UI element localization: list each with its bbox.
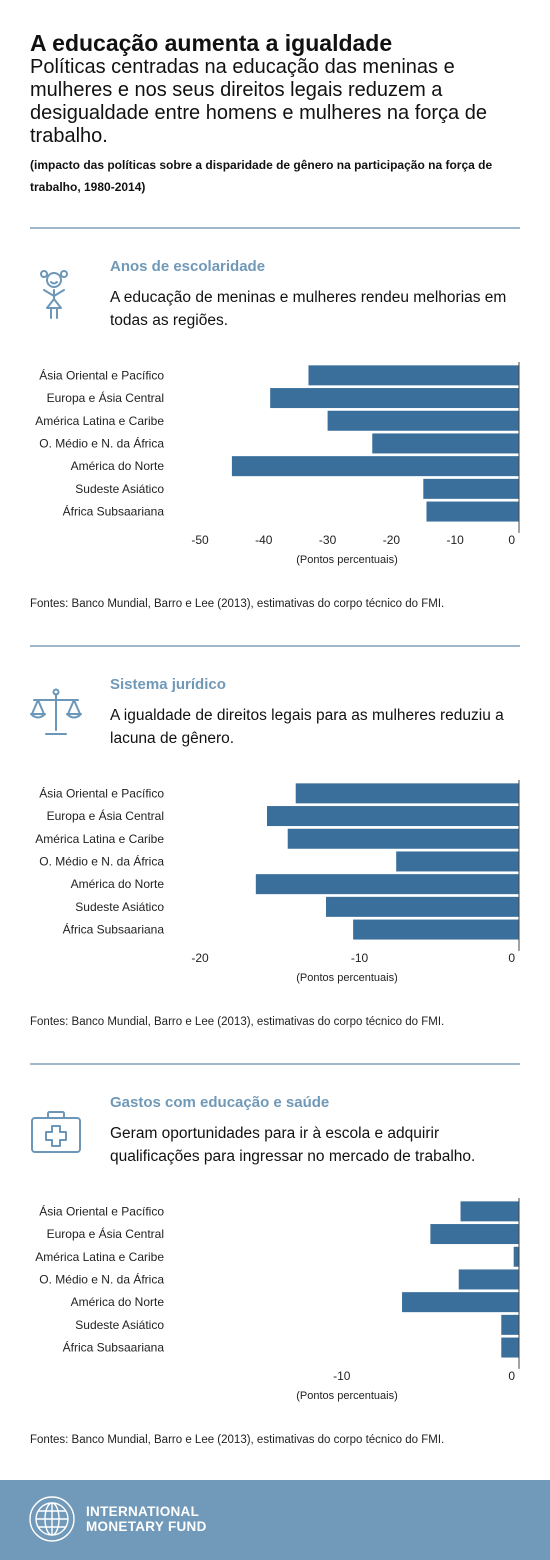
footer: INTERNATIONAL MONETARY FUND [0, 1480, 550, 1560]
bar [458, 1269, 519, 1290]
tick-label: 0 [508, 1369, 515, 1383]
bar [266, 806, 519, 827]
axis-label: (Pontos percentuais) [296, 554, 398, 566]
bar [513, 1246, 519, 1267]
section-spending: Gastos com educação e saúde Geram oportu… [0, 1094, 550, 1494]
tick-label: -10 [351, 951, 369, 965]
category-label: Ásia Oriental e Pacífico [39, 367, 164, 382]
bar [308, 365, 519, 386]
source-note: Fontes: Banco Mundial, Barro e Lee (2013… [30, 598, 445, 610]
category-label: Sudeste Asiático [75, 900, 164, 914]
section-divider [30, 1063, 520, 1065]
bar [372, 433, 519, 454]
scales-of-justice-icon [30, 688, 82, 735]
tick-label: -50 [191, 533, 209, 547]
section-description: A educação de meninas e mulheres rendeu … [110, 289, 507, 329]
bar-chart: Ásia Oriental e Pacífico Europa e Ásia Ce… [35, 780, 520, 984]
category-label: Ásia Oriental e Pacífico [39, 1203, 164, 1218]
imf-wordmark[interactable]: INTERNATIONAL MONETARY FUND [86, 1504, 207, 1534]
bar [396, 851, 519, 872]
section-legal-system: Sistema jurídico A igualdade de direitos… [0, 676, 550, 1076]
bar [402, 1292, 519, 1313]
tick-label: -30 [319, 533, 337, 547]
bar [327, 410, 519, 431]
page-note: (impacto das políticas sobre a disparida… [30, 158, 493, 194]
bar [423, 478, 519, 499]
category-label: América do Norte [71, 1295, 165, 1309]
tick-label: -20 [383, 533, 401, 547]
bar [426, 501, 519, 522]
girl-student-icon [40, 270, 68, 319]
section-heading: Anos de escolaridade [110, 258, 266, 275]
category-label: Sudeste Asiático [75, 482, 164, 496]
tick-label: 0 [508, 951, 515, 965]
category-label: O. Médio e N. da África [39, 1271, 164, 1286]
category-label: Europa e Ásia Central [47, 390, 164, 405]
org-name-line1: INTERNATIONAL [86, 1504, 200, 1519]
bar [231, 456, 519, 477]
category-label: O. Médio e N. da África [39, 435, 164, 450]
section-divider [30, 227, 520, 229]
section-heading: Gastos com educação e saúde [110, 1094, 330, 1111]
source-note: Fontes: Banco Mundial, Barro e Lee (2013… [30, 1434, 445, 1446]
section-education: Anos de escolaridade A educação de menin… [0, 258, 550, 658]
bar-chart: Ásia Oriental e Pacífico Europa e Ásia Ce… [35, 1198, 520, 1402]
category-label: África Subsaariana [63, 922, 165, 937]
medical-kit-icon [31, 1111, 81, 1153]
tick-label: 0 [508, 533, 515, 547]
section-heading: Sistema jurídico [110, 676, 226, 693]
bar-chart: Ásia Oriental e Pacífico Europa e Ásia Ce… [35, 362, 520, 566]
category-label: Europa e Ásia Central [47, 1226, 164, 1241]
bar [501, 1337, 519, 1358]
tick-label: -20 [191, 951, 209, 965]
category-label: América Latina e Caribe [35, 1250, 164, 1264]
axis-label: (Pontos percentuais) [296, 1390, 398, 1402]
section-divider [30, 645, 520, 647]
bar [430, 1224, 519, 1245]
category-label: Sudeste Asiático [75, 1318, 164, 1332]
tick-label: -40 [255, 533, 273, 547]
category-label: Ásia Oriental e Pacífico [39, 785, 164, 800]
bar [295, 783, 519, 804]
category-label: América Latina e Caribe [35, 414, 164, 428]
page-subtitle: Políticas centradas na educação das meni… [30, 56, 487, 147]
bar [501, 1314, 519, 1335]
page-title: A educação aumenta a igualdade [30, 30, 393, 56]
bar [270, 388, 519, 409]
tick-label: -10 [333, 1369, 351, 1383]
bar [353, 919, 519, 940]
axis-label: (Pontos percentuais) [296, 972, 398, 984]
category-label: América do Norte [71, 459, 165, 473]
tick-label: -10 [447, 533, 465, 547]
imf-seal-icon [29, 1496, 75, 1542]
category-label: América Latina e Caribe [35, 832, 164, 846]
bar [255, 874, 519, 895]
bar [287, 828, 519, 849]
org-name-line2: MONETARY FUND [86, 1519, 207, 1534]
source-note: Fontes: Banco Mundial, Barro e Lee (2013… [30, 1016, 445, 1028]
category-label: O. Médio e N. da África [39, 853, 164, 868]
category-label: África Subsaariana [63, 1340, 165, 1355]
category-label: África Subsaariana [63, 504, 165, 519]
bar [460, 1201, 519, 1222]
category-label: América do Norte [71, 877, 165, 891]
category-label: Europa e Ásia Central [47, 808, 164, 823]
bar [326, 896, 519, 917]
section-description: A igualdade de direitos legais para as m… [110, 707, 504, 747]
section-description: Geram oportunidades para ir à escola e a… [110, 1125, 476, 1165]
